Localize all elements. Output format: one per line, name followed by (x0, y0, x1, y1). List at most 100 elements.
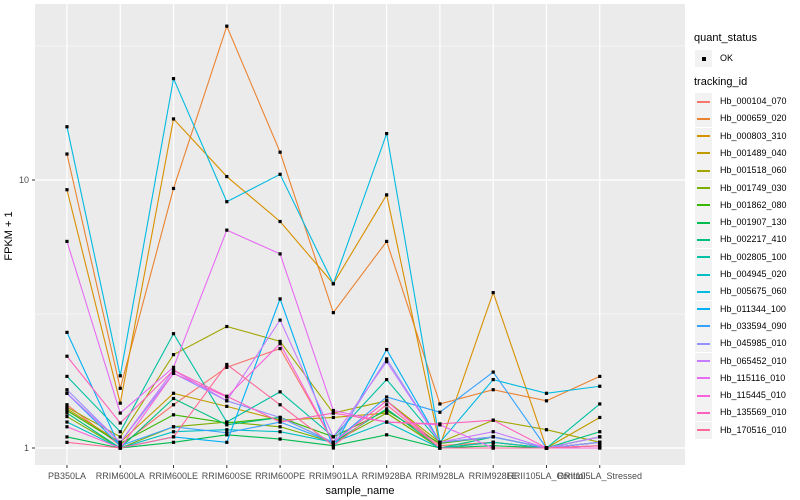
y-tick-label: 10 (18, 175, 29, 185)
data-point (491, 440, 495, 444)
legend-key-swatch (695, 317, 712, 335)
data-point (598, 415, 602, 420)
legend-label: Hb_135569_010 (720, 407, 787, 418)
data-point (385, 357, 389, 361)
data-point (171, 435, 176, 439)
data-point (65, 411, 69, 415)
legend-key-swatch (695, 144, 712, 162)
data-point (65, 435, 69, 439)
series-color-line-icon (697, 187, 710, 189)
series-color-line-icon (697, 290, 710, 293)
data-point (171, 430, 176, 434)
data-point (331, 282, 335, 286)
x-tick-label-RRIM600LE: RRIM600LE (149, 471, 199, 481)
data-point (65, 425, 69, 429)
data-point (171, 396, 176, 401)
data-point (65, 330, 69, 334)
data-point (65, 414, 69, 419)
data-point (225, 423, 229, 427)
legend-label: Hb_002217_410 (720, 234, 787, 245)
data-point (225, 440, 229, 444)
data-point (65, 374, 69, 378)
data-point (225, 404, 229, 408)
data-point (385, 403, 389, 407)
x-tick-label-RRIM600SE: RRIM600SE (201, 471, 252, 481)
data-point (331, 415, 335, 420)
data-point (171, 425, 176, 429)
data-point (118, 374, 122, 378)
data-point (544, 391, 549, 395)
x-axis-title: sample_name (325, 485, 395, 497)
data-point (118, 411, 122, 415)
series-color-line-icon (697, 152, 710, 155)
legend-title-quant-status: quant_status (694, 32, 757, 44)
data-point (171, 368, 176, 372)
legend-key-swatch (695, 421, 712, 439)
data-point (278, 219, 282, 224)
data-point (278, 172, 282, 176)
data-point (278, 150, 282, 154)
legend-key-swatch (695, 387, 712, 405)
series-color-line-icon (697, 377, 710, 380)
series-color-line-icon (697, 342, 710, 345)
data-point (278, 297, 282, 301)
legend-label: Hb_065452_010 (720, 355, 787, 366)
data-point (65, 354, 69, 358)
legend-label-ok: OK (720, 53, 734, 63)
legend-label: Hb_170516_010 (720, 424, 787, 435)
x-tick-label-RRIM600PE: RRIM600PE (255, 471, 306, 481)
data-point (385, 360, 389, 364)
data-point (278, 390, 282, 394)
data-point (225, 174, 229, 179)
data-point (385, 131, 389, 136)
data-point (491, 435, 495, 439)
legend-key-swatch (695, 127, 712, 145)
legend-label: Hb_005675_060 (720, 286, 787, 297)
data-point (385, 347, 389, 352)
series-color-line-icon (697, 117, 710, 120)
data-point (171, 403, 176, 407)
y-tick-label: 1 (23, 443, 29, 453)
x-tick-label-RRIM901LA: RRIM901LA (308, 471, 358, 481)
legend-key-swatch (695, 352, 712, 370)
data-point (171, 117, 176, 121)
data-point (598, 402, 602, 406)
data-point (65, 125, 69, 129)
legend-key-ok (695, 50, 712, 67)
data-point (438, 446, 442, 450)
series-color-line-icon (697, 308, 710, 311)
series-color-line-icon (697, 169, 710, 172)
data-point (438, 410, 442, 414)
legend-key-swatch (695, 231, 712, 249)
data-point (171, 413, 176, 417)
data-point (225, 420, 229, 424)
data-point (491, 291, 495, 295)
data-point (225, 24, 229, 28)
data-point (278, 418, 282, 422)
legend-key-swatch (695, 283, 712, 301)
legend-label: Hb_000803_310 (720, 130, 787, 141)
data-point (225, 324, 229, 329)
data-point (491, 377, 495, 382)
data-point (598, 384, 602, 388)
data-point (65, 405, 69, 409)
data-point (278, 318, 282, 322)
data-point (385, 399, 389, 403)
data-point (598, 446, 602, 450)
data-point (278, 252, 282, 256)
x-tick-label-RRIM928LE: RRIM928LE (468, 471, 518, 481)
data-point (331, 446, 335, 450)
data-point (491, 446, 495, 450)
y-axis-title: FPKM + 1 (3, 211, 15, 261)
data-point (118, 401, 122, 405)
data-point (171, 365, 176, 369)
data-point (225, 365, 229, 369)
data-point (225, 228, 229, 232)
data-point (118, 444, 122, 448)
data-point (544, 399, 549, 403)
data-point (65, 420, 69, 424)
data-point (225, 200, 229, 204)
panel-background (35, 4, 685, 465)
x-tick-label-RRII105LA_Stressed: RRII105LA_Stressed (557, 471, 643, 481)
